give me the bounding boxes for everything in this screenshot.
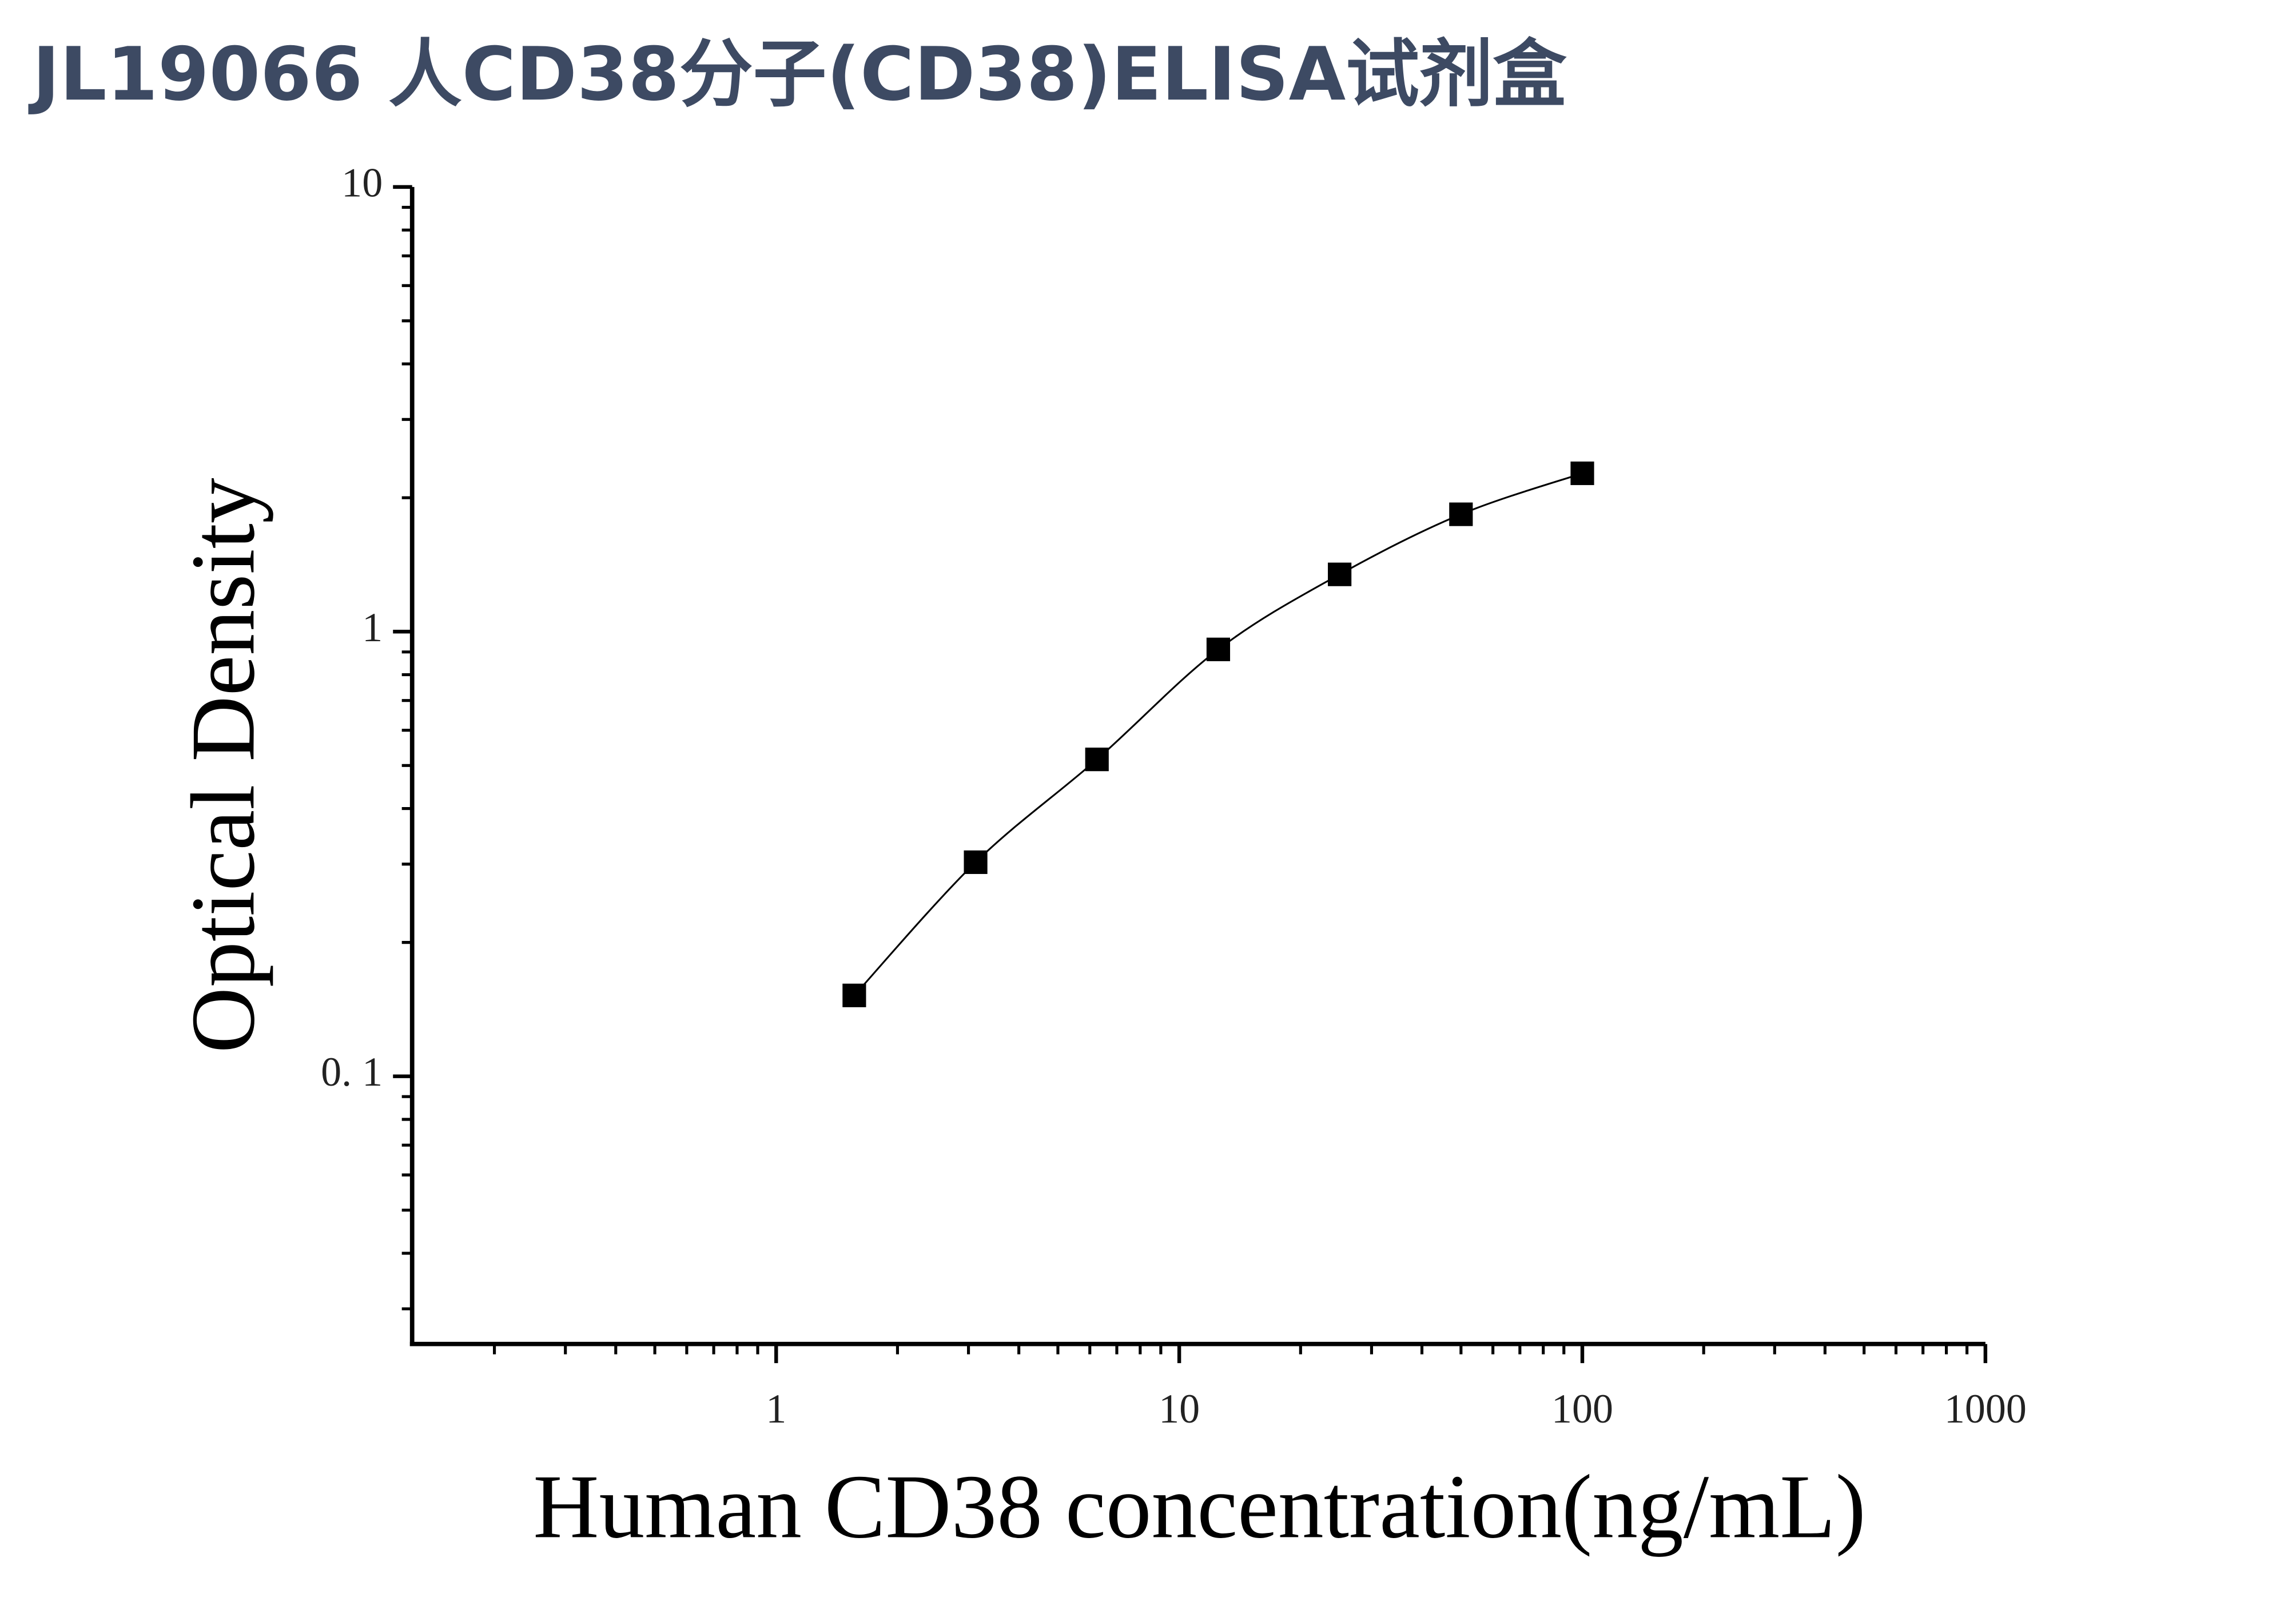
y-tick-label: 0. 1 — [321, 1049, 383, 1095]
data-point — [1085, 748, 1109, 772]
x-tick-label: 1 — [766, 1386, 786, 1432]
data-point — [1570, 461, 1594, 486]
x-tick-label: 10 — [1159, 1386, 1200, 1432]
data-point — [1449, 502, 1473, 526]
chart-title: JL19066 人CD38分子(CD38)ELISA试剂盒 — [28, 32, 1567, 117]
y-tick-label: 1 — [362, 605, 383, 650]
x-axis-title: Human CD38 concentration(ng/mL) — [533, 1456, 1866, 1557]
x-tick-label: 100 — [1551, 1386, 1613, 1432]
data-point — [842, 983, 866, 1007]
y-axis-title: Optical Density — [172, 478, 273, 1053]
fit-curve — [853, 472, 1583, 996]
data-point — [964, 850, 988, 874]
y-tick-label: 10 — [341, 160, 383, 205]
data-point — [1328, 562, 1352, 586]
x-tick-label: 1000 — [1944, 1386, 2027, 1432]
data-point — [1206, 637, 1231, 661]
